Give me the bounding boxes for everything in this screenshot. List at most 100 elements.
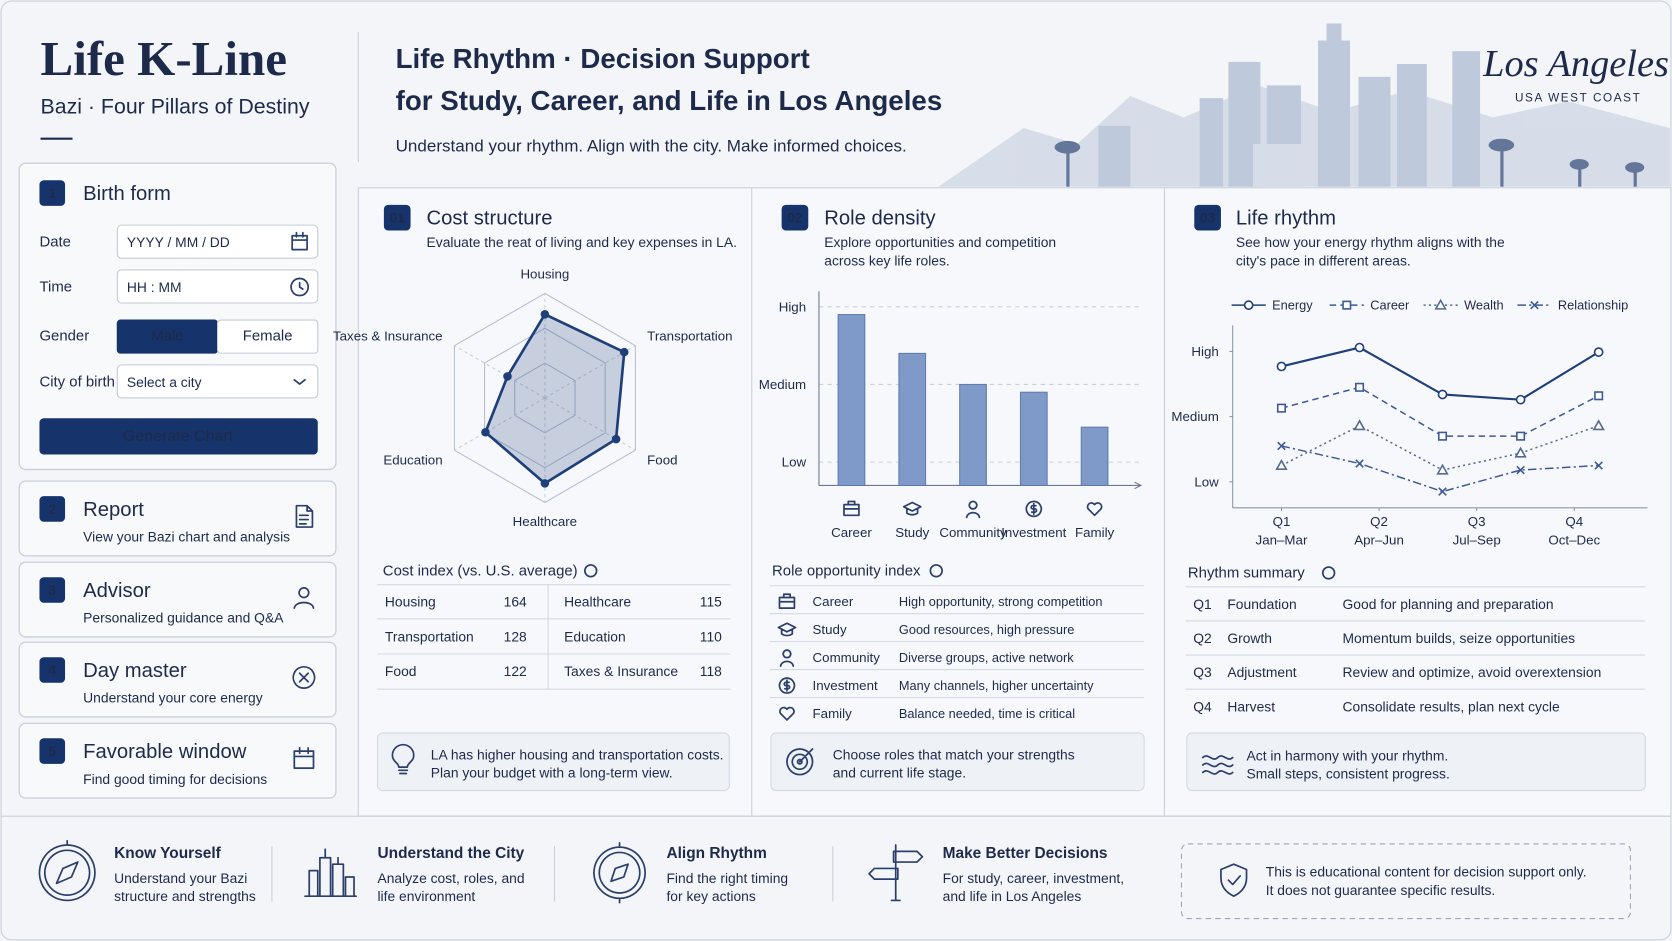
input[interactable]: HH : MM [116, 269, 319, 304]
cell: Growth [1227, 630, 1272, 646]
nav-card[interactable] [18, 561, 337, 638]
disclaimer-text: This is educational content for decision… [1266, 864, 1587, 880]
badge-number: 1 [48, 185, 56, 201]
panel-description: city's pace in different areas. [1236, 252, 1411, 268]
note-text: Plan your budget with a long-term view. [431, 764, 673, 780]
category-icon [1086, 502, 1103, 517]
nav-card[interactable] [18, 641, 337, 718]
radar-point [540, 479, 550, 488]
feature-icon [38, 839, 96, 902]
chevron-icon [293, 378, 306, 385]
cell: Housing [385, 594, 436, 610]
point [1514, 446, 1527, 458]
legend-label: Relationship [1558, 298, 1628, 313]
cell: Taxes & Insurance [564, 663, 678, 679]
role-icon [779, 649, 795, 668]
cell: Family [813, 706, 853, 721]
series-line [1281, 445, 1599, 493]
generate-button[interactable] [39, 418, 318, 455]
input-placeholder: YYYY / MM / DD [127, 234, 230, 250]
radar-point [611, 434, 621, 444]
feature-description: for key actions [666, 888, 755, 904]
note-text: and current life stage. [833, 764, 966, 780]
badge-number: 03 [1200, 210, 1216, 226]
x-tick-period: Oct–Dec [1548, 532, 1600, 547]
cell: 128 [504, 628, 527, 644]
cell: Q1 [1193, 596, 1212, 612]
input[interactable]: YYYY / MM / DD [116, 224, 319, 259]
badge [781, 204, 809, 231]
cell: Study [813, 622, 847, 637]
badge [1194, 204, 1221, 231]
category-icon [902, 501, 922, 516]
radar-label: Housing [520, 267, 569, 282]
point [1594, 461, 1603, 470]
radar-spoke [454, 397, 546, 451]
badge [39, 738, 66, 764]
toggle-option[interactable] [216, 319, 319, 354]
nav-title: Advisor [83, 580, 151, 602]
role-icon [778, 593, 796, 609]
panel-description: Explore opportunities and competition [824, 234, 1056, 250]
cell: High opportunity, strong competition [899, 594, 1103, 609]
badge [39, 180, 66, 206]
role-icon [777, 622, 797, 637]
note-text: Small steps, consistent progress. [1247, 765, 1450, 781]
cell: 110 [700, 628, 722, 644]
header-title: for Study, Career, and Life in Los Angel… [396, 85, 943, 116]
cell: Consolidate results, plan next cycle [1343, 698, 1560, 714]
cell: Education [564, 628, 626, 644]
x-tick-label: Community [939, 525, 1007, 540]
point [1355, 382, 1365, 392]
input-box[interactable] [116, 224, 319, 259]
field-label: Gender [39, 328, 89, 345]
point [1437, 431, 1448, 441]
bulb-icon [391, 743, 415, 775]
calendar-icon [291, 231, 308, 251]
feature-icon [304, 848, 358, 898]
point [1243, 300, 1254, 310]
note-box [1186, 732, 1646, 792]
point [1275, 459, 1288, 471]
cell: Transportation [385, 628, 474, 644]
feature-title: Know Yourself [114, 845, 222, 862]
cell: 164 [504, 594, 527, 610]
panel-title: Life rhythm [1236, 208, 1336, 230]
bar [898, 352, 927, 486]
feature-description: structure and strengths [114, 888, 256, 904]
nav-card[interactable] [18, 480, 337, 557]
input-box[interactable] [116, 364, 319, 399]
field-label: Date [39, 234, 71, 251]
input-placeholder: Select a city [127, 374, 202, 390]
cell: Momentum builds, seize opportunities [1343, 630, 1576, 646]
y-tick-label: Low [1194, 474, 1219, 489]
nav-icon [293, 747, 315, 770]
nav-title: Report [83, 499, 144, 521]
radar-point [481, 428, 490, 437]
input-box[interactable] [116, 269, 319, 304]
nav-card[interactable] [18, 722, 337, 799]
input[interactable]: Select a city [116, 364, 319, 399]
cell: 122 [504, 663, 527, 679]
x-tick-label: Investment [1001, 525, 1066, 540]
point [1436, 463, 1449, 475]
cell: Food [385, 663, 417, 679]
point [1353, 419, 1366, 431]
table-title: Role opportunity index [772, 562, 921, 579]
point [1276, 361, 1287, 372]
y-tick-label: Medium [1171, 409, 1218, 424]
radar-point [619, 347, 629, 357]
city-region: USA WEST COAST [1515, 92, 1641, 105]
bar [837, 314, 866, 486]
category-icon [965, 500, 981, 519]
badge-number: 3 [48, 582, 56, 598]
nav-description: Personalized guidance and Q&A [83, 610, 284, 626]
badge-number: 5 [48, 743, 56, 759]
header-tagline: Understand your rhythm. Align with the c… [396, 137, 907, 156]
feature-description: For study, career, investment, [943, 870, 1124, 886]
radar-label: Healthcare [513, 514, 577, 529]
cell: Career [813, 594, 854, 609]
panels-frame [357, 187, 1672, 817]
